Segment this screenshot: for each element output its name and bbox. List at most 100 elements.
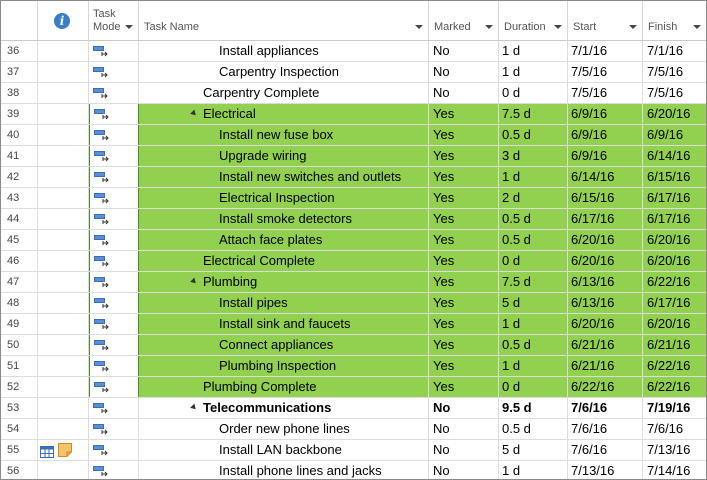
table-row[interactable]: 38 Carpentry Complete No 0 d 7/5/16 7/5/16 <box>1 83 706 104</box>
marked-cell[interactable]: No <box>429 41 499 61</box>
marked-cell[interactable]: Yes <box>429 314 499 334</box>
duration-cell[interactable]: 1 d <box>499 41 568 61</box>
finish-cell[interactable]: 7/13/16 <box>647 442 691 457</box>
task-mode-cell[interactable] <box>89 125 139 145</box>
start-cell[interactable]: 6/14/16 <box>568 167 643 187</box>
task-name-cell[interactable]: Install new fuse box <box>139 125 429 145</box>
table-row[interactable]: 39 Electrical Yes 7.5 d 6/9/16 6/20/16 <box>1 104 706 125</box>
finish-cell[interactable]: 6/20/16 <box>643 314 706 334</box>
task-mode-cell[interactable] <box>89 104 139 124</box>
row-id[interactable]: 52 <box>1 377 38 397</box>
start-cell[interactable]: 6/21/16 <box>568 356 643 376</box>
row-id[interactable]: 37 <box>1 62 38 82</box>
task-mode-cell[interactable] <box>89 314 139 334</box>
row-id[interactable]: 45 <box>1 230 38 250</box>
duration-cell[interactable]: 9.5 d <box>499 398 568 418</box>
row-id[interactable]: 50 <box>1 335 38 355</box>
task-name-cell[interactable]: Plumbing <box>139 272 429 292</box>
header-finish[interactable]: Finish <box>643 1 706 40</box>
finish-cell[interactable]: 6/20/16 <box>643 230 706 250</box>
marked-cell[interactable]: Yes <box>429 356 499 376</box>
task-mode-cell[interactable] <box>89 62 139 82</box>
start-cell[interactable]: 6/9/16 <box>568 146 643 166</box>
row-id[interactable]: 48 <box>1 293 38 313</box>
task-name-cell[interactable]: Electrical <box>139 104 429 124</box>
duration-cell[interactable]: 5 d <box>499 440 568 460</box>
row-id[interactable]: 43 <box>1 188 38 208</box>
duration-cell[interactable]: 1 d <box>499 314 568 334</box>
marked-cell[interactable]: Yes <box>429 125 499 145</box>
row-id[interactable]: 54 <box>1 419 38 439</box>
task-name-cell[interactable]: Order new phone lines <box>139 419 429 439</box>
finish-cell[interactable]: 6/17/16 <box>643 293 706 313</box>
task-name-cell[interactable]: Install smoke detectors <box>139 209 429 229</box>
duration-cell[interactable]: 1 d <box>499 356 568 376</box>
table-row[interactable]: 54 Order new phone lines No 0.5 d 7/6/16 7/6/… <box>1 419 706 440</box>
duration-cell[interactable]: 0.5 d <box>499 209 568 229</box>
header-start[interactable]: Start <box>568 1 643 40</box>
task-mode-cell[interactable] <box>89 293 139 313</box>
duration-cell[interactable]: 0 d <box>499 377 568 397</box>
finish-cell[interactable]: 7/14/16 <box>647 463 691 478</box>
table-row[interactable]: 51 Plumbing Inspection Yes 1 d 6/21/16 6/22/1… <box>1 356 706 377</box>
collapse-triangle-icon[interactable] <box>190 277 198 286</box>
start-cell[interactable]: 6/21/16 <box>568 335 643 355</box>
start-cell[interactable]: 6/9/16 <box>568 104 643 124</box>
marked-cell[interactable]: Yes <box>429 209 499 229</box>
start-cell[interactable]: 7/1/16 <box>568 41 643 61</box>
header-row-id[interactable] <box>1 1 38 40</box>
finish-cell[interactable]: 6/22/16 <box>643 272 706 292</box>
task-mode-cell[interactable] <box>89 356 139 376</box>
duration-cell[interactable]: 7.5 d <box>499 272 568 292</box>
chevron-down-icon[interactable] <box>693 25 701 29</box>
table-row[interactable]: 43 Electrical Inspection Yes 2 d 6/15/16 6/17… <box>1 188 706 209</box>
finish-cell[interactable]: 6/20/16 <box>643 251 706 271</box>
row-id[interactable]: 56 <box>1 461 38 479</box>
marked-cell[interactable]: Yes <box>429 293 499 313</box>
table-row[interactable]: 52 Plumbing Complete Yes 0 d 6/22/16 6/22/16 <box>1 377 706 398</box>
marked-cell[interactable]: Yes <box>429 272 499 292</box>
task-mode-cell[interactable] <box>89 230 139 250</box>
task-mode-cell[interactable] <box>89 419 139 439</box>
marked-cell[interactable]: No <box>429 461 499 479</box>
task-name-cell[interactable]: Electrical Inspection <box>139 188 429 208</box>
row-id[interactable]: 38 <box>1 83 38 103</box>
table-row[interactable]: 45 Attach face plates Yes 0.5 d 6/20/16 6/20/… <box>1 230 706 251</box>
task-name-cell[interactable]: Install pipes <box>139 293 429 313</box>
collapse-triangle-icon[interactable] <box>190 403 198 412</box>
finish-cell[interactable]: 6/17/16 <box>643 188 706 208</box>
start-cell[interactable]: 6/20/16 <box>568 230 643 250</box>
table-row[interactable]: 46 Electrical Complete Yes 0 d 6/20/16 6/20/1… <box>1 251 706 272</box>
task-name-cell[interactable]: Install appliances <box>139 41 429 61</box>
task-mode-cell[interactable] <box>89 167 139 187</box>
task-name-cell[interactable]: Upgrade wiring <box>139 146 429 166</box>
start-cell[interactable]: 6/20/16 <box>568 314 643 334</box>
task-name-cell[interactable]: Plumbing Inspection <box>139 356 429 376</box>
task-name-cell[interactable]: Install sink and faucets <box>139 314 429 334</box>
start-cell[interactable]: 6/9/16 <box>568 125 643 145</box>
collapse-triangle-icon[interactable] <box>190 109 198 118</box>
row-id[interactable]: 40 <box>1 125 38 145</box>
table-row[interactable]: 55 Install LAN backbone No 5 d 7/6/16 7/13/16 <box>1 440 706 461</box>
chevron-down-icon[interactable] <box>629 25 637 29</box>
task-mode-cell[interactable] <box>89 41 139 61</box>
task-name-cell[interactable]: Install new switches and outlets <box>139 167 429 187</box>
marked-cell[interactable]: No <box>429 440 499 460</box>
duration-cell[interactable]: 5 d <box>499 293 568 313</box>
row-id[interactable]: 44 <box>1 209 38 229</box>
duration-cell[interactable]: 3 d <box>499 146 568 166</box>
task-name-cell[interactable]: Attach face plates <box>139 230 429 250</box>
table-row[interactable]: 36 Install appliances No 1 d 7/1/16 7/1/16 <box>1 41 706 62</box>
start-cell[interactable]: 6/15/16 <box>568 188 643 208</box>
start-cell[interactable]: 6/13/16 <box>568 272 643 292</box>
row-id[interactable]: 51 <box>1 356 38 376</box>
duration-cell[interactable]: 0.5 d <box>499 335 568 355</box>
table-row[interactable]: 48 Install pipes Yes 5 d 6/13/16 6/17/16 <box>1 293 706 314</box>
task-mode-cell[interactable] <box>89 209 139 229</box>
marked-cell[interactable]: No <box>429 419 499 439</box>
task-mode-cell[interactable] <box>89 83 139 103</box>
row-id[interactable]: 39 <box>1 104 38 124</box>
task-name-cell[interactable]: Carpentry Inspection <box>139 62 429 82</box>
task-mode-cell[interactable] <box>89 335 139 355</box>
duration-cell[interactable]: 0.5 d <box>499 419 568 439</box>
